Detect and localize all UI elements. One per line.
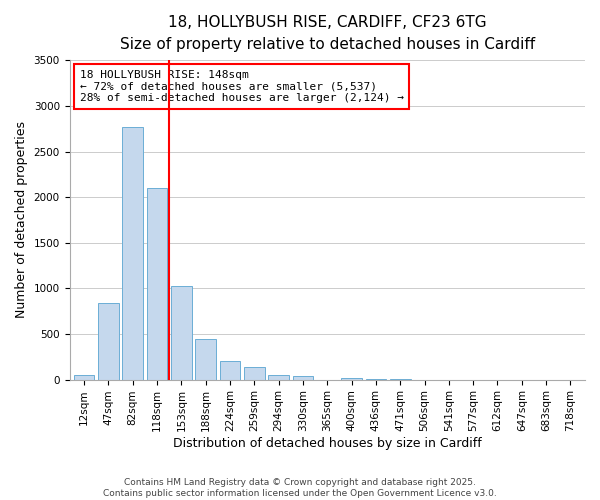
- Text: Contains HM Land Registry data © Crown copyright and database right 2025.
Contai: Contains HM Land Registry data © Crown c…: [103, 478, 497, 498]
- Bar: [98, 303, 119, 380]
- Bar: [147, 188, 167, 380]
- Text: 18 HOLLYBUSH RISE: 148sqm
← 72% of detached houses are smaller (5,537)
28% of se: 18 HOLLYBUSH RISE: 148sqm ← 72% of detac…: [80, 70, 404, 103]
- Title: 18, HOLLYBUSH RISE, CARDIFF, CF23 6TG
Size of property relative to detached hous: 18, HOLLYBUSH RISE, CARDIFF, CF23 6TG Si…: [120, 15, 535, 52]
- Bar: [220, 362, 241, 380]
- Bar: [122, 127, 143, 380]
- Y-axis label: Number of detached properties: Number of detached properties: [15, 122, 28, 318]
- Bar: [171, 286, 192, 380]
- Bar: [74, 374, 94, 380]
- Bar: [244, 367, 265, 380]
- Bar: [268, 374, 289, 380]
- Bar: [293, 376, 313, 380]
- Bar: [196, 338, 216, 380]
- Bar: [341, 378, 362, 380]
- X-axis label: Distribution of detached houses by size in Cardiff: Distribution of detached houses by size …: [173, 437, 482, 450]
